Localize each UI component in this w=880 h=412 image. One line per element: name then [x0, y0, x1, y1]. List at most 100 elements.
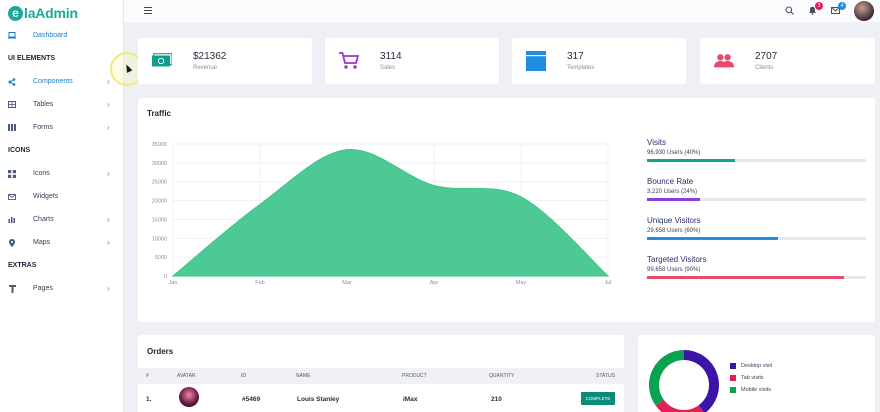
sidebar-item-components[interactable]: Components › [0, 70, 123, 93]
metric-progress-track [647, 237, 866, 240]
browser-icon [526, 51, 546, 71]
status-badge[interactable]: COMPLETE [581, 392, 615, 405]
legend-swatch [730, 387, 736, 393]
donut-slice [649, 350, 685, 406]
y-tick-label: 25000 [152, 180, 167, 186]
bar-chart-icon [8, 216, 16, 224]
sidebar-item-dashboard[interactable]: Dashboard [0, 24, 123, 47]
metric-progress-fill [647, 237, 779, 240]
y-tick-label: 35000 [152, 142, 167, 148]
sidebar-item-label: Tables [33, 101, 54, 108]
metric-title: Unique Visitors [647, 216, 701, 225]
metric-subtitle: 3,220 Users (24%) [647, 189, 698, 195]
metric-title: Bounce Rate [647, 177, 694, 186]
sidebar-item-label: Charts [33, 216, 54, 223]
row-id: #5469 [242, 396, 261, 403]
legend-swatch [730, 363, 736, 369]
sidebar-item-pages[interactable]: Pages › [0, 277, 123, 300]
legend-item-mobile: Mobile visits [730, 384, 772, 396]
map-pin-icon [8, 238, 16, 247]
users-icon [714, 51, 734, 71]
table-icon [8, 101, 16, 109]
share-icon [8, 77, 16, 86]
sidebar-item-label: Dashboard [33, 32, 68, 39]
metric-unique-visitors: Unique Visitors 29,658 Users (60%) [647, 216, 867, 255]
user-avatar[interactable] [854, 1, 874, 21]
legend-label: Mobile visits [741, 387, 771, 393]
legend-label: Desktop visit [741, 363, 773, 369]
metric-targeted-visitors: Targeted Visitors 99,658 Users (90%) [647, 255, 867, 294]
orders-card: Orders # AVATAR ID NAME PRODUCT QUANTITY… [138, 335, 624, 412]
chevron-right-icon: › [107, 77, 110, 86]
device-visits-card: Desktop visit Tab visits Mobile visits [638, 335, 875, 412]
x-tick-label: Feb [255, 280, 264, 286]
nav-section-extras: EXTRAS [8, 262, 37, 269]
y-tick-label: 30000 [152, 161, 167, 167]
stat-label: Revenue [193, 65, 218, 71]
sidebar-item-label: Components [33, 78, 73, 85]
column-header: ID [241, 373, 246, 379]
donut-legend: Desktop visit Tab visits Mobile visits [730, 360, 772, 396]
metric-title: Targeted Visitors [647, 255, 707, 264]
donut-slice [655, 399, 704, 412]
traffic-title: Traffic [147, 109, 172, 118]
metric-subtitle: 96,930 Users (40%) [647, 150, 701, 156]
brand-logo[interactable]: e laAdmin [0, 2, 123, 24]
metric-bounce-rate: Bounce Rate 3,220 Users (24%) [647, 177, 867, 216]
metric-progress-track [647, 198, 866, 201]
sidebar-item-maps[interactable]: Maps › [0, 231, 123, 254]
notification-bell-icon[interactable]: 3 [808, 1, 823, 17]
stat-value: 317 [567, 51, 584, 62]
table-row[interactable]: 1. #5469 Louis Stanley iMax 210 COMPLETE [138, 384, 624, 412]
envelope-icon [8, 193, 16, 201]
columns-icon [8, 124, 16, 132]
stat-value: 2707 [755, 51, 778, 62]
sidebar-item-label: Forms [33, 124, 53, 131]
laptop-icon [8, 32, 16, 40]
topbar: 3 4 [124, 0, 880, 22]
metric-subtitle: 29,658 Users (60%) [647, 228, 701, 234]
column-header: PRODUCT [402, 373, 427, 379]
x-tick-label: Mar [342, 280, 352, 286]
row-name: Louis Stanley [297, 396, 340, 403]
y-tick-label: 0 [164, 274, 167, 280]
sidebar: e laAdmin Dashboard UI ELEMENTS Componen… [0, 0, 124, 412]
sidebar-item-charts[interactable]: Charts › [0, 208, 123, 231]
legend-swatch [730, 375, 736, 381]
chevron-right-icon: › [107, 215, 110, 224]
stat-card-revenue: $21362 Revenue [138, 38, 312, 84]
chevron-right-icon: › [107, 100, 110, 109]
x-tick-label: Apr [430, 280, 439, 286]
x-tick-label: Jan [169, 280, 178, 286]
sidebar-item-label: Maps [33, 239, 51, 246]
chevron-right-icon: › [107, 284, 110, 293]
device-donut-chart [649, 350, 719, 412]
sidebar-item-tables[interactable]: Tables › [0, 93, 123, 116]
stat-label: Templates [567, 65, 595, 71]
nav-section-icons: ICONS [8, 147, 31, 154]
metric-progress-fill [647, 276, 845, 279]
sidebar-item-icons[interactable]: Icons › [0, 162, 123, 185]
chevron-right-icon: › [107, 169, 110, 178]
money-icon [152, 51, 172, 71]
y-tick-label: 20000 [152, 199, 167, 205]
orders-title: Orders [147, 347, 174, 356]
traffic-area [171, 149, 610, 277]
grid-icon [8, 169, 16, 178]
hamburger-menu-icon[interactable] [144, 6, 152, 17]
messages-envelope-icon[interactable]: 4 [831, 2, 846, 16]
traffic-metrics: Visits 96,930 Users (40%) Bounce Rate 3,… [647, 138, 867, 294]
sidebar-item-label: Widgets [33, 193, 59, 200]
column-header: QUANTITY [489, 373, 515, 379]
metric-subtitle: 99,658 Users (90%) [647, 267, 701, 273]
traffic-card: Traffic 0 5000 10000 15000 20000 25000 30000 35… [138, 98, 875, 322]
chevron-right-icon: › [107, 238, 110, 247]
sidebar-item-widgets[interactable]: Widgets [0, 185, 123, 208]
topbar-actions: 3 4 [785, 1, 874, 21]
legend-item-tab: Tab visits [730, 372, 772, 384]
y-tick-label: 15000 [152, 217, 167, 223]
search-icon[interactable] [785, 6, 794, 17]
y-tick-label: 5000 [155, 255, 167, 261]
row-product: iMax [403, 396, 418, 403]
sidebar-item-forms[interactable]: Forms › [0, 116, 123, 139]
